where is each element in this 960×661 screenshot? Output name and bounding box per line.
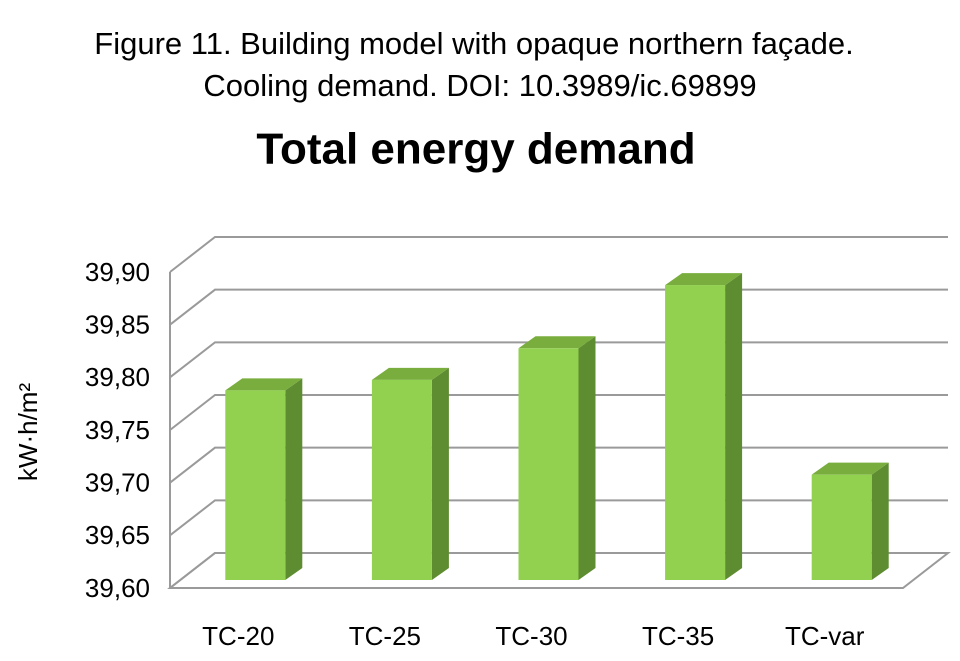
y-tick-label: 39,75 xyxy=(85,415,150,445)
bar-top xyxy=(518,336,596,349)
y-axis-label: kW·h/m² xyxy=(13,383,43,482)
x-tick-label: TC-var xyxy=(785,621,865,651)
bar xyxy=(225,390,286,580)
grid-line xyxy=(169,236,948,273)
bar-top xyxy=(371,367,449,380)
bar xyxy=(371,379,432,580)
caption-line: Cooling demand. DOI: 10.3989/ic.69899 xyxy=(203,68,756,103)
grid-line xyxy=(169,288,948,326)
bar xyxy=(811,474,872,580)
chart-title: Total energy demand xyxy=(256,125,695,174)
bar-side xyxy=(431,367,449,580)
bar-side xyxy=(725,273,743,580)
y-tick-label: 39,65 xyxy=(85,520,150,550)
x-tick-label: TC-25 xyxy=(349,621,421,651)
y-tick-label: 39,85 xyxy=(85,310,150,340)
bar-side xyxy=(871,462,889,580)
bar-side xyxy=(578,336,596,580)
bar-top xyxy=(811,462,889,475)
caption-line: Figure 11. Building model with opaque no… xyxy=(94,26,853,61)
y-tick-label: 39,70 xyxy=(85,468,150,498)
bar-top xyxy=(225,378,303,391)
y-tick-label: 39,60 xyxy=(85,573,150,603)
y-tick-label: 39,90 xyxy=(85,257,150,287)
x-tick-label: TC-30 xyxy=(495,621,567,651)
x-tick-label: TC-35 xyxy=(642,621,714,651)
bar xyxy=(665,285,726,580)
bar-top xyxy=(665,273,743,286)
x-tick-label: TC-20 xyxy=(202,621,274,651)
bar-side xyxy=(285,378,303,580)
y-tick-label: 39,80 xyxy=(85,362,150,392)
bar xyxy=(518,348,579,580)
